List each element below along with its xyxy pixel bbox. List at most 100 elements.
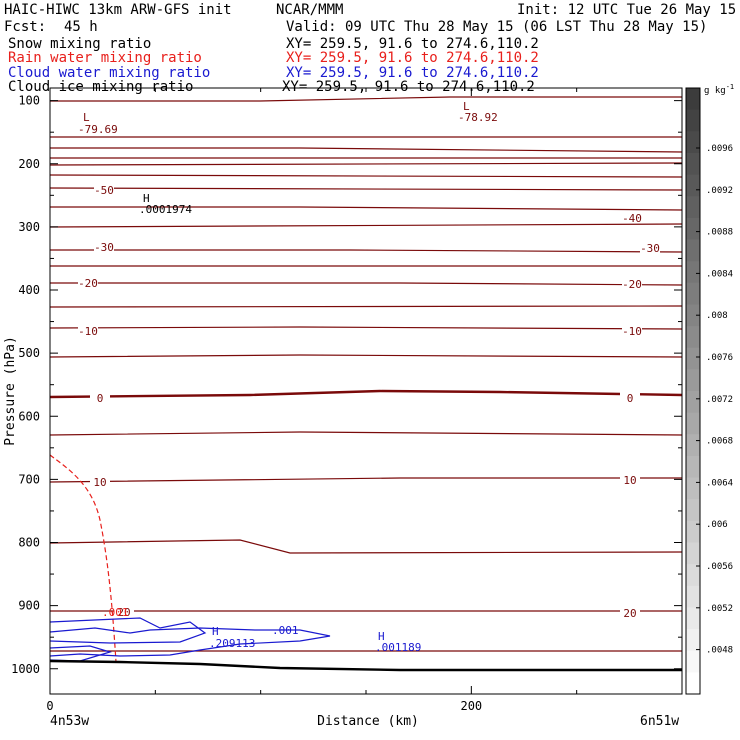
label-bg	[114, 606, 134, 617]
colorbar-swatch	[686, 369, 700, 392]
label-bg	[90, 392, 110, 403]
colorbar-swatch	[686, 520, 700, 543]
extremum-low-left: L -79.69	[78, 111, 118, 136]
colorbar-swatch	[686, 650, 700, 673]
field-xy-snow: XY= 259.5, 91.6 to 274.6,110.2	[286, 36, 539, 52]
extremum-high-cloud-water-1: H .209113	[209, 625, 255, 650]
temperature-contour-line	[49, 174, 683, 178]
colorbar-swatch	[686, 585, 700, 608]
colorbar-swatch	[686, 477, 700, 500]
cloud-water-contour	[49, 627, 331, 657]
forecast-value: 45 h	[64, 19, 98, 35]
x-endpoint-right: 6n51w	[640, 714, 679, 729]
x-endpoint-left: 4n53w	[50, 714, 89, 729]
y-axis-title: Pressure (hPa)	[3, 336, 18, 446]
rain-water-contour	[49, 454, 117, 663]
colorbar-frame	[685, 87, 701, 695]
temperature-contour-line	[49, 477, 682, 483]
extremum-high-snow: H .0001974	[139, 192, 192, 216]
colorbar-swatch	[686, 607, 700, 630]
y-tick-label: 100	[18, 94, 40, 108]
extremum-value: .209113	[209, 637, 255, 650]
label-bg	[94, 184, 114, 195]
field-name-snow: Snow mixing ratio	[8, 36, 152, 52]
x-tick-label: 200	[460, 699, 482, 713]
colorbar-swatch	[686, 499, 700, 522]
colorbar-label: .0056	[706, 562, 733, 572]
field-xy-cloud-ice: XY= 259.5, 91.6 to 274.6,110.2	[282, 79, 535, 95]
hydrometeor-contours	[49, 454, 682, 672]
extremum-type: H	[212, 625, 219, 638]
colorbar-swatch	[686, 629, 700, 652]
colorbar-label: .0068	[706, 437, 733, 447]
forecast-label: Fcst:	[4, 19, 47, 35]
valid-time-text: Valid: 09 UTC Thu 28 May 15 (06 LST Thu …	[286, 19, 708, 35]
temperature-contour-line	[49, 223, 683, 228]
colorbar-label: .006	[706, 520, 728, 530]
label-bg	[622, 325, 642, 336]
temperature-contour-label: -30	[94, 241, 114, 254]
temperature-contour-line	[49, 187, 683, 191]
temperature-contour-label: -10	[78, 325, 98, 338]
y-tick-label: 700	[18, 472, 40, 486]
y-tick-label: 900	[18, 599, 40, 613]
label-bg	[622, 212, 642, 223]
temperature-contour-label: -20	[78, 277, 98, 290]
extremum-value: .0001974	[139, 203, 192, 216]
field-name-cloud-ice: Cloud ice mixing ratio	[8, 79, 194, 95]
colorbar-label: .0052	[706, 604, 733, 614]
label-bg	[78, 325, 98, 336]
colorbar-swatch	[686, 542, 700, 565]
label-bg	[78, 277, 98, 288]
colorbar-swatch	[686, 239, 700, 262]
temperature-contour-line	[49, 326, 683, 330]
colorbar-swatch	[686, 672, 700, 695]
colorbar-swatch	[686, 261, 700, 284]
label-bg	[640, 242, 660, 253]
colorbar-swatch	[686, 304, 700, 327]
label-bg	[620, 474, 640, 485]
label-bg	[90, 476, 110, 487]
extremum-value: -79.69	[78, 123, 118, 136]
field-xy-cloud-water: XY= 259.5, 91.6 to 274.6,110.2	[286, 65, 539, 81]
temperature-contour-label: 0	[627, 392, 634, 405]
colorbar-swatch	[686, 174, 700, 197]
y-tick-label: 500	[18, 346, 40, 360]
temperature-contour-label: 10	[93, 476, 106, 489]
rain-contour-label: .001	[102, 606, 129, 619]
colorbar-swatch	[686, 347, 700, 370]
temperature-contour-line	[49, 354, 683, 358]
temperature-contour-label: 20	[117, 606, 130, 619]
colorbar-swatch	[686, 455, 700, 479]
temperature-contour-line	[50, 282, 683, 286]
temperature-contour-label: 0	[97, 392, 104, 405]
temperature-contour-line	[50, 96, 682, 102]
temperature-contour-label: -40	[622, 212, 642, 225]
extremum-type: H	[378, 630, 385, 643]
colorbar-label: .0092	[706, 186, 733, 196]
temperature-contour-line	[49, 539, 683, 554]
label-bg	[94, 241, 114, 252]
extremum-low-right: L -78.92	[458, 100, 498, 124]
title-text: HAIC-HIWC 13km ARW-GFS init	[4, 2, 232, 18]
temperature-contour-line	[49, 305, 683, 308]
org-text: NCAR/MMM	[276, 2, 344, 18]
colorbar-label: .0088	[706, 228, 733, 238]
colorbar-label: .0076	[706, 353, 733, 363]
x-axis: 0 200	[46, 88, 683, 713]
cloud-water-contour-label: .001	[272, 624, 299, 637]
colorbar-label: .0096	[706, 144, 733, 154]
temperature-contour-label: -30	[640, 242, 660, 255]
field-xy-rain: XY= 259.5, 91.6 to 274.6,110.2	[286, 50, 539, 66]
colorbar-swatch	[686, 196, 700, 219]
temperature-contour-line	[49, 162, 683, 166]
colorbar-swatch	[686, 217, 700, 240]
label-bg	[620, 392, 640, 403]
y-tick-label: 800	[18, 536, 40, 550]
colorbar-unit: g kg-1	[704, 83, 734, 96]
terrain-line	[49, 659, 682, 672]
temperature-contour-label: -20	[622, 278, 642, 291]
freezing-level-contour	[49, 389, 683, 399]
